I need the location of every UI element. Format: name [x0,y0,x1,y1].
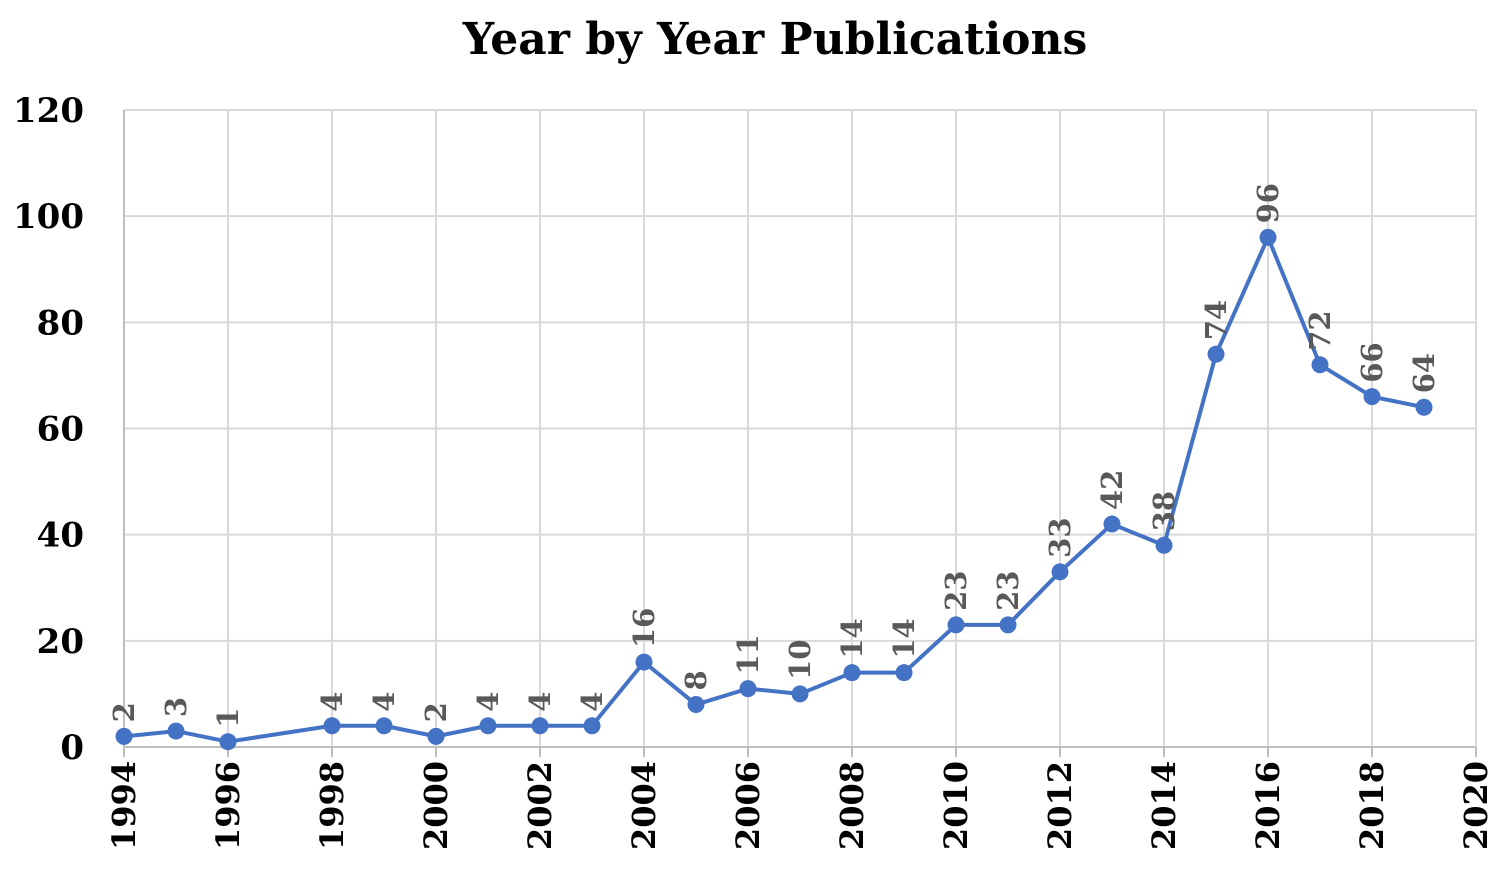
data-point [895,664,913,682]
data-label: 2 [107,702,141,722]
y-tick-label: 100 [13,197,84,237]
data-label: 96 [1251,183,1285,223]
data-point [323,717,341,735]
data-point [999,616,1017,634]
y-tick-label: 80 [37,303,84,343]
data-label: 23 [991,571,1025,611]
data-point [583,717,601,735]
x-tick-label: 1998 [313,761,351,850]
data-label: 14 [835,618,869,658]
data-point [219,733,237,751]
x-tick-label: 2008 [833,761,871,850]
data-point [1207,345,1225,363]
x-tick-label: 2016 [1249,761,1287,850]
x-tick-label: 2012 [1041,761,1079,850]
y-tick-label: 40 [37,516,84,556]
x-tick-label: 2018 [1353,761,1391,850]
data-label: 16 [627,608,661,648]
y-tick-label: 60 [37,410,84,450]
data-point [531,717,549,735]
x-tick-label: 2010 [937,761,975,850]
x-tick-label: 1996 [209,761,247,850]
data-label: 4 [575,692,609,712]
axis-layer [123,110,1477,757]
data-label: 8 [679,670,713,690]
y-axis-ticks: 0 20 40 60 80 100 120 [13,91,84,768]
data-point [1155,536,1173,554]
data-label: 42 [1095,470,1129,510]
data-label: 72 [1303,310,1337,350]
data-label: 4 [471,692,505,712]
y-tick-label: 0 [60,728,84,768]
data-label: 66 [1355,342,1389,382]
data-label: 14 [887,618,921,658]
x-tick-label: 2006 [729,761,767,850]
x-tick-label: 2014 [1145,761,1183,850]
data-point [167,722,185,740]
data-point [1311,356,1329,374]
x-tick-label: 2004 [625,761,663,850]
data-label: 4 [523,692,557,712]
data-label: 3 [159,697,193,717]
data-point [739,680,757,698]
data-label: 23 [939,571,973,611]
data-label: 74 [1199,300,1233,340]
series-layer [115,228,1433,751]
data-point [843,664,861,682]
data-point [375,717,393,735]
data-label: 10 [783,640,817,680]
grid-layer [124,109,1477,747]
x-axis-ticks: 1994 1996 1998 2000 2002 2004 2006 2008 2010 2012… [105,761,1495,850]
data-label: 4 [315,692,349,712]
y-tick-label: 120 [13,91,84,131]
data-point [947,616,965,634]
data-label: 38 [1147,491,1181,531]
data-label: 33 [1043,517,1077,557]
data-point [635,653,653,671]
data-point [1259,228,1277,246]
x-tick-label: 2020 [1457,761,1495,850]
x-tick-label: 2000 [417,761,455,850]
data-label: 64 [1407,353,1441,393]
x-tick-label: 2002 [521,761,559,850]
data-point [687,696,705,714]
data-point [1363,388,1381,406]
data-point [479,717,497,735]
x-tick-label: 1994 [105,761,143,850]
data-point [427,727,445,745]
data-label: 11 [731,634,765,674]
y-tick-label: 20 [37,622,84,662]
data-label: 1 [211,708,245,728]
data-point [1051,563,1069,581]
data-point [791,685,809,703]
data-point [1415,398,1433,416]
data-label: 2 [419,702,453,722]
data-label: 4 [367,692,401,712]
chart-title: Year by Year Publications [462,14,1088,65]
data-point [115,727,133,745]
data-point [1103,515,1121,533]
